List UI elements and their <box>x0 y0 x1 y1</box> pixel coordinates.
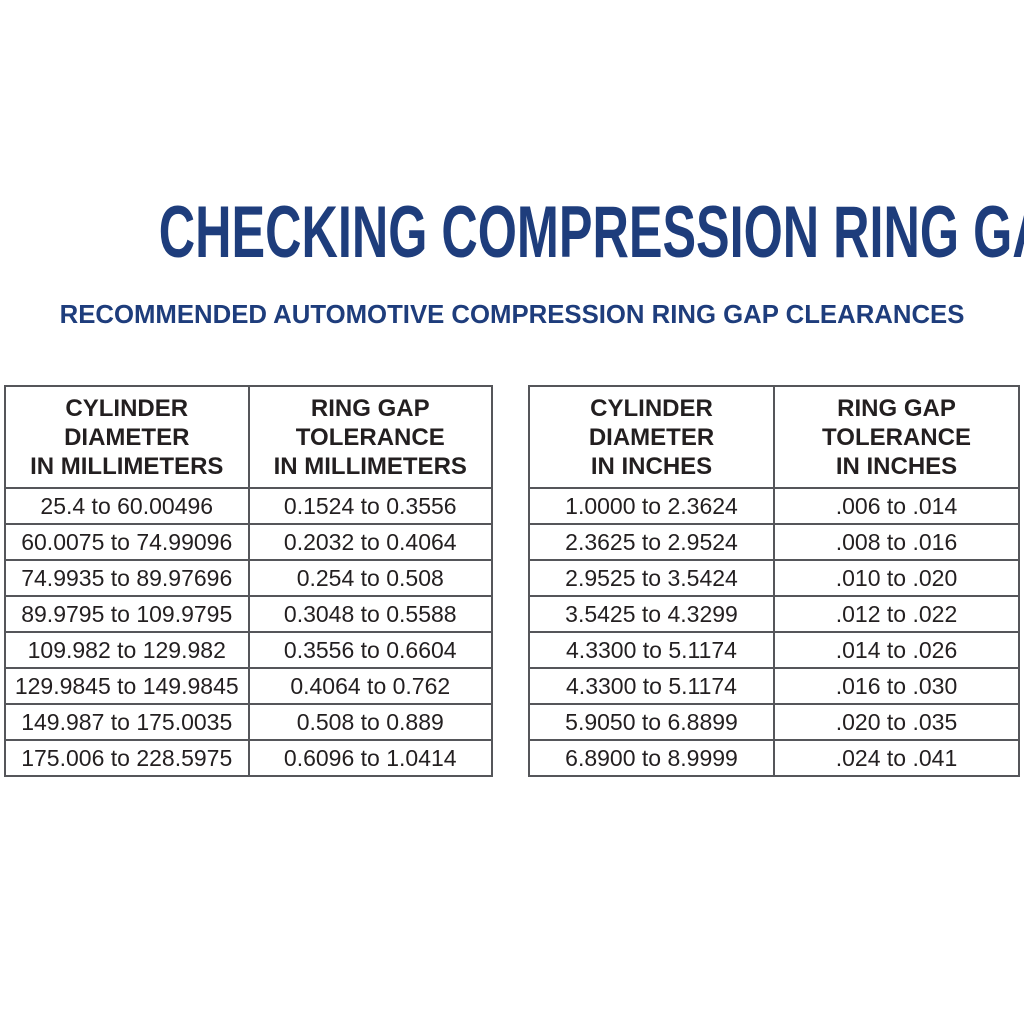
diameter-cell: 3.5425 to 4.3299 <box>528 595 775 633</box>
table-row: 60.0075 to 74.99096 0.2032 to 0.4064 <box>4 523 493 561</box>
table-row: 4.3300 to 5.1174 .016 to .030 <box>528 667 1020 705</box>
diameter-cell: 5.9050 to 6.8899 <box>528 703 775 741</box>
tolerance-cell: .006 to .014 <box>773 487 1020 525</box>
header-line: CYLINDER <box>590 394 713 422</box>
page-subtitle: RECOMMENDED AUTOMOTIVE COMPRESSION RING … <box>59 299 965 329</box>
diameter-cell: 4.3300 to 5.1174 <box>528 667 775 705</box>
tolerance-cell: .016 to .030 <box>773 667 1020 705</box>
millimeters-table-container: CYLINDER DIAMETER IN MILLIMETERS RING GA… <box>4 385 493 777</box>
table-row: 3.5425 to 4.3299 .012 to .022 <box>528 595 1020 633</box>
table-row: 149.987 to 175.0035 0.508 to 0.889 <box>4 703 493 741</box>
table-row: 175.006 to 228.5975 0.6096 to 1.0414 <box>4 739 493 777</box>
diameter-cell: 1.0000 to 2.3624 <box>528 487 775 525</box>
inches-table-container: CYLINDER DIAMETER IN INCHES RING GAP TOL… <box>528 385 1020 777</box>
millimeters-table: CYLINDER DIAMETER IN MILLIMETERS RING GA… <box>4 385 493 777</box>
diameter-cell: 109.982 to 129.982 <box>4 631 250 669</box>
table-row: 74.9935 to 89.97696 0.254 to 0.508 <box>4 559 493 597</box>
column-header-cylinder-diameter-inches: CYLINDER DIAMETER IN INCHES <box>528 385 775 489</box>
column-header-ring-gap-tolerance-mm: RING GAP TOLERANCE IN MILLIMETERS <box>247 385 493 489</box>
header-line: DIAMETER <box>64 423 190 451</box>
tolerance-cell: .010 to .020 <box>773 559 1020 597</box>
inches-table: CYLINDER DIAMETER IN INCHES RING GAP TOL… <box>528 385 1020 777</box>
diameter-cell: 25.4 to 60.00496 <box>4 487 250 525</box>
diameter-cell: 2.3625 to 2.9524 <box>528 523 775 561</box>
column-header-ring-gap-tolerance-inches: RING GAP TOLERANCE IN INCHES <box>773 385 1020 489</box>
table-row: 1.0000 to 2.3624 .006 to .014 <box>528 487 1020 525</box>
header-line: DIAMETER <box>588 423 715 451</box>
header-line: RING GAP <box>310 394 430 422</box>
tolerance-cell: 0.6096 to 1.0414 <box>247 739 493 777</box>
tolerance-cell: 0.254 to 0.508 <box>247 559 493 597</box>
table-row: 2.3625 to 2.9524 .008 to .016 <box>528 523 1020 561</box>
table-row: 4.3300 to 5.1174 .014 to .026 <box>528 631 1020 669</box>
diameter-cell: 60.0075 to 74.99096 <box>4 523 250 561</box>
table-row: 6.8900 to 8.9999 .024 to .041 <box>528 739 1020 777</box>
diameter-cell: 149.987 to 175.0035 <box>4 703 250 741</box>
tolerance-cell: .020 to .035 <box>773 703 1020 741</box>
header-line: IN MILLIMETERS <box>30 452 224 480</box>
tolerance-cell: 0.4064 to 0.762 <box>247 667 493 705</box>
table-row: 89.9795 to 109.9795 0.3048 to 0.5588 <box>4 595 493 633</box>
table-header-row: CYLINDER DIAMETER IN INCHES RING GAP TOL… <box>528 385 1020 489</box>
header-line: RING GAP <box>837 394 956 422</box>
diameter-cell: 89.9795 to 109.9795 <box>4 595 250 633</box>
table-row: 2.9525 to 3.5424 .010 to .020 <box>528 559 1020 597</box>
page-title: CHECKING COMPRESSION RING GAPS <box>158 192 1024 273</box>
tolerance-cell: .008 to .016 <box>773 523 1020 561</box>
table-row: 25.4 to 60.00496 0.1524 to 0.3556 <box>4 487 493 525</box>
diameter-cell: 4.3300 to 5.1174 <box>528 631 775 669</box>
tolerance-cell: 0.1524 to 0.3556 <box>247 487 493 525</box>
diameter-cell: 175.006 to 228.5975 <box>4 739 250 777</box>
tolerance-cell: 0.2032 to 0.4064 <box>247 523 493 561</box>
table-row: 129.9845 to 149.9845 0.4064 to 0.762 <box>4 667 493 705</box>
diameter-cell: 129.9845 to 149.9845 <box>4 667 250 705</box>
column-header-cylinder-diameter-mm: CYLINDER DIAMETER IN MILLIMETERS <box>4 385 250 489</box>
table-row: 109.982 to 129.982 0.3556 to 0.6604 <box>4 631 493 669</box>
tolerance-cell: 0.508 to 0.889 <box>247 703 493 741</box>
tolerance-cell: 0.3048 to 0.5588 <box>247 595 493 633</box>
header-line: IN INCHES <box>590 452 713 480</box>
diameter-cell: 74.9935 to 89.97696 <box>4 559 250 597</box>
table-header-row: CYLINDER DIAMETER IN MILLIMETERS RING GA… <box>4 385 493 489</box>
diameter-cell: 2.9525 to 3.5424 <box>528 559 775 597</box>
tolerance-cell: 0.3556 to 0.6604 <box>247 631 493 669</box>
header-line: IN INCHES <box>835 452 958 480</box>
tolerance-cell: .012 to .022 <box>773 595 1020 633</box>
table-row: 5.9050 to 6.8899 .020 to .035 <box>528 703 1020 741</box>
diameter-cell: 6.8900 to 8.9999 <box>528 739 775 777</box>
header-line: TOLERANCE <box>822 423 971 451</box>
header-line: IN MILLIMETERS <box>273 452 467 480</box>
tolerance-cell: .024 to .041 <box>773 739 1020 777</box>
header-line: CYLINDER <box>65 394 189 422</box>
tolerance-cell: .014 to .026 <box>773 631 1020 669</box>
header-line: TOLERANCE <box>295 423 445 451</box>
